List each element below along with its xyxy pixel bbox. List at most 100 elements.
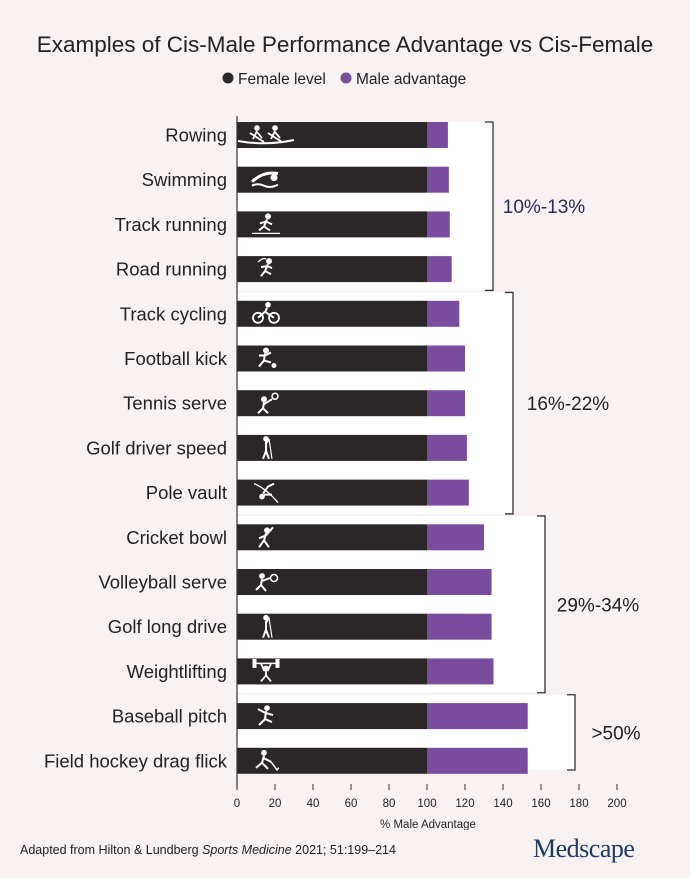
bar-row: Swimming [142, 166, 449, 193]
bar-male-advantage [427, 613, 492, 640]
x-tick: 60 [345, 784, 357, 810]
chart: Examples of Cis-Male Performance Advanta… [37, 32, 654, 830]
track-running-icon [252, 213, 280, 234]
bar-female-level [237, 166, 427, 193]
category-label: Golf driver speed [86, 437, 227, 458]
category-label: Track cycling [120, 303, 227, 324]
bar-row: Volleyball serve [98, 569, 492, 595]
bar-row: Baseball pitch [112, 703, 528, 730]
category-label: Cricket bowl [126, 527, 227, 548]
x-tick-label: 0 [234, 798, 240, 810]
bar-female-level [237, 479, 427, 506]
rowing-icon [237, 125, 295, 145]
x-tick-label: 140 [493, 798, 512, 810]
golf-swing-icon [262, 436, 273, 460]
bar-male-advantage [427, 569, 492, 595]
bar-male-advantage [427, 122, 448, 148]
bar-male-advantage [427, 479, 469, 506]
x-tick-label: 20 [269, 798, 282, 810]
x-axis-label: % Male Advantage [380, 819, 476, 830]
x-tick: 0 [234, 784, 240, 810]
category-label: Track running [115, 214, 227, 235]
bar-male-advantage [427, 747, 528, 774]
medscape-logo: Medscape [533, 834, 635, 863]
category-label: Football kick [124, 348, 228, 369]
bar-row: Tennis serve [123, 390, 465, 417]
bar-row: Golf long drive [108, 613, 492, 640]
bar-male-advantage [427, 703, 528, 730]
category-label: Rowing [165, 125, 227, 146]
category-label: Swimming [142, 169, 227, 190]
tennis-serve-icon [257, 392, 279, 414]
bar-female-level [237, 390, 427, 417]
x-tick: 200 [607, 784, 627, 810]
cricket-bowl-icon [258, 526, 274, 548]
bar-row: Field hockey drag flick [44, 747, 528, 774]
bar-row: Track running [115, 211, 450, 238]
category-label: Tennis serve [123, 393, 227, 414]
annotation-label: 10%-13% [503, 197, 585, 218]
field-hockey-icon [255, 749, 280, 771]
bar-male-advantage [427, 434, 467, 461]
volleyball-icon [255, 573, 279, 592]
annotation-bracket [505, 291, 514, 515]
legend-label-male: Male advantage [356, 71, 466, 88]
bar-row: Pole vault [146, 479, 469, 506]
x-tick-label: 100 [417, 798, 436, 810]
x-tick-label: 120 [455, 798, 474, 810]
x-tick-label: 40 [307, 798, 320, 810]
x-tick-label: 180 [569, 798, 588, 810]
bar-row: Track cycling [120, 300, 460, 327]
chart-title: Examples of Cis-Male Performance Advanta… [37, 32, 654, 57]
road-running-icon [257, 257, 273, 277]
golf-swing-icon [262, 614, 273, 639]
x-tick: 140 [493, 784, 513, 810]
annotation-bracket [567, 694, 576, 771]
bar-row: Rowing [165, 122, 448, 148]
swimming-icon [250, 171, 279, 188]
bar-male-advantage [427, 524, 484, 551]
x-tick: 100 [417, 784, 437, 810]
bar-female-level [237, 569, 427, 595]
category-label: Volleyball serve [98, 572, 227, 593]
bar-male-advantage [427, 390, 465, 417]
category-label: Baseball pitch [112, 706, 227, 727]
annotation-bracket [485, 121, 494, 292]
x-axis: 0 20 40 60 80 100 120 140 160 180 200 [234, 116, 627, 810]
category-label: Road running [116, 259, 227, 280]
bar-male-advantage [427, 256, 452, 283]
pole-vault-icon [253, 482, 279, 504]
football-kick-icon [258, 347, 277, 368]
category-label: Field hockey drag flick [44, 750, 228, 771]
bar-male-advantage [427, 166, 449, 193]
baseball-pitch-icon [257, 705, 274, 726]
source-prefix: Adapted from Hilton & Lundberg [20, 843, 203, 857]
bar-row: Road running [116, 256, 452, 283]
annotation-bracket [537, 515, 546, 694]
x-tick: 20 [269, 784, 282, 810]
source-credit: Adapted from Hilton & Lundberg Sports Me… [20, 843, 396, 857]
bar-row: Cricket bowl [126, 524, 484, 551]
legend: Female level Male advantage [222, 71, 466, 88]
x-tick: 80 [383, 784, 396, 810]
source-suffix: 2021; 51:199–214 [291, 843, 396, 857]
bar-male-advantage [427, 300, 460, 327]
x-tick-label: 80 [383, 798, 396, 810]
bar-row: Football kick [124, 345, 465, 372]
source-journal: Sports Medicine [202, 843, 292, 857]
annotation-label: 29%-34% [557, 595, 639, 616]
annotation-label: 16%-22% [527, 394, 609, 415]
legend-swatch-female [222, 72, 234, 84]
x-tick: 120 [455, 784, 475, 810]
bar-row: Golf driver speed [86, 434, 467, 461]
category-label: Pole vault [146, 482, 227, 503]
cycling-icon [252, 302, 280, 324]
bar-male-advantage [427, 211, 450, 238]
bar-male-advantage [427, 345, 465, 372]
category-label: Golf long drive [108, 616, 227, 637]
weightlifting-icon [252, 658, 280, 682]
x-tick: 160 [531, 784, 551, 810]
category-label: Weightlifting [127, 661, 227, 682]
annotation-label: >50% [591, 723, 640, 744]
bar-male-advantage [427, 658, 494, 685]
